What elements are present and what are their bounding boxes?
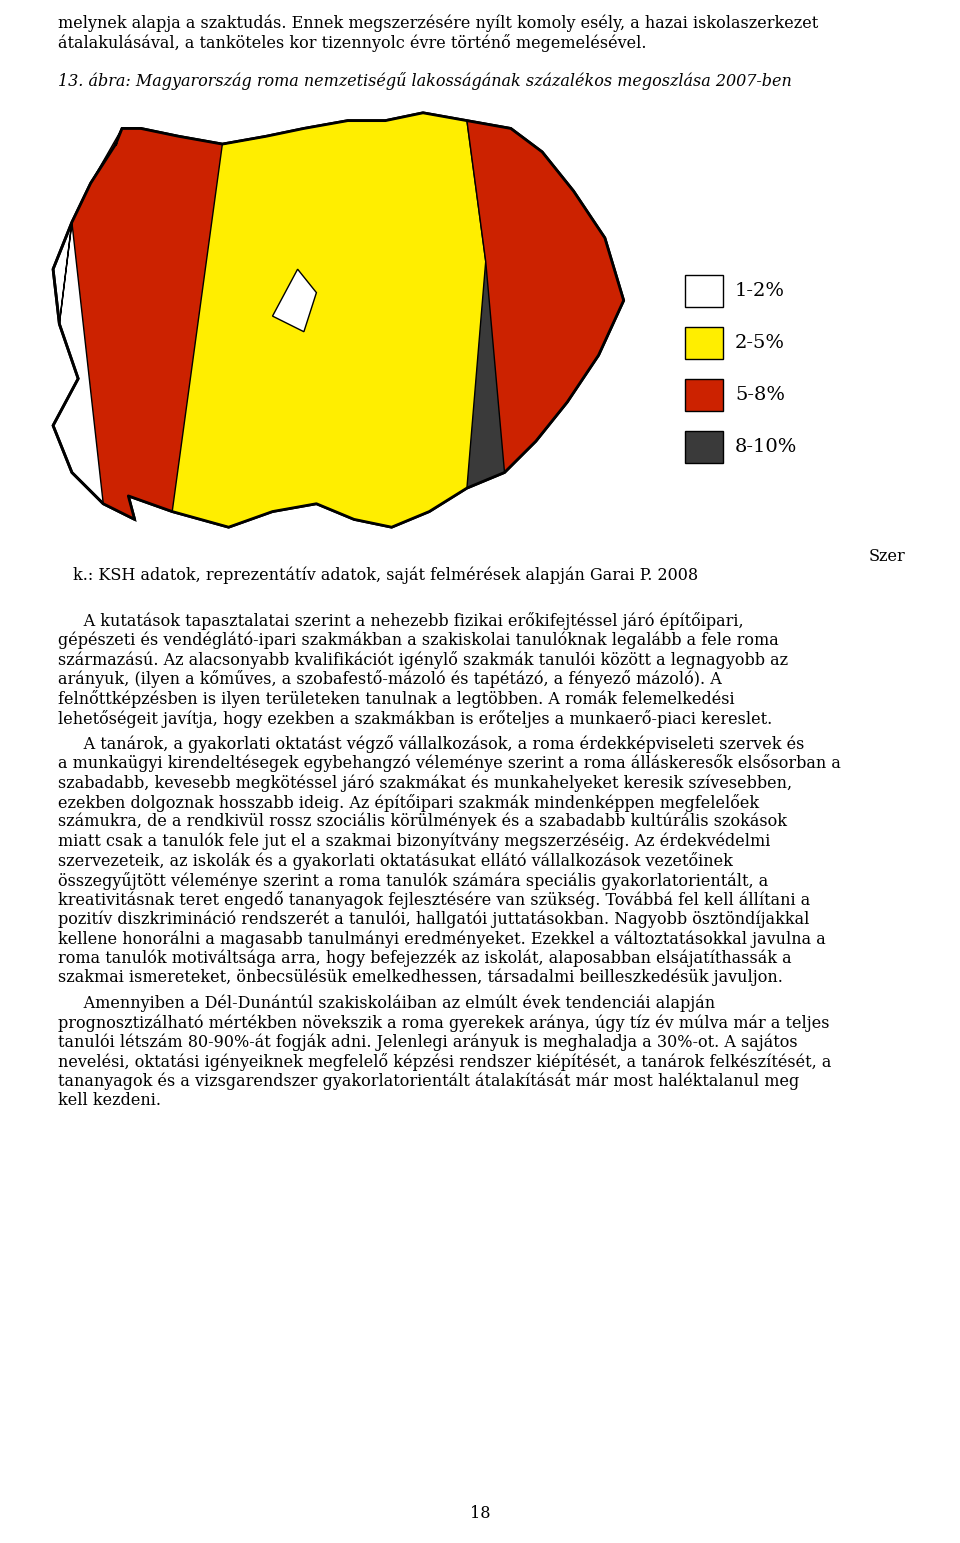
Text: prognosztizálható mértékben növekszik a roma gyerekek aránya, úgy tíz év múlva m: prognosztizálható mértékben növekszik a … [58,1014,829,1032]
Text: arányuk, (ilyen a kőműves, a szobafestő-mázoló és tapétázó, a fényező mázoló). A: arányuk, (ilyen a kőműves, a szobafestő-… [58,671,722,688]
Text: a munkaügyi kirendeltésegek egybehangzó véleménye szerint a roma álláskeresők el: a munkaügyi kirendeltésegek egybehangzó … [58,755,841,773]
Text: 8-10%: 8-10% [735,438,798,457]
Text: A kutatások tapasztalatai szerint a nehezebb fizikai erőkifejtéssel járó építőip: A kutatások tapasztalatai szerint a nehe… [58,613,744,630]
Polygon shape [60,128,266,520]
Text: 13. ábra: Magyarország roma nemzetiségű lakosságának százalékos megoszlása 2007-: 13. ábra: Magyarország roma nemzetiségű … [58,73,792,89]
Polygon shape [228,120,624,528]
Text: összegyűjtött véleménye szerint a roma tanulók számára speciális gyakorlatorient: összegyűjtött véleménye szerint a roma t… [58,872,768,889]
Text: 1-2%: 1-2% [735,282,785,299]
Text: Amennyiben a Dél-Dunántúl szakiskoláiban az elmúlt évek tendenciái alapján: Amennyiben a Dél-Dunántúl szakiskoláiban… [58,995,715,1012]
Text: roma tanulók motiváltsága arra, hogy befejezzék az iskolát, alaposabban elsájatí: roma tanulók motiváltsága arra, hogy bef… [58,949,792,967]
Text: szabadabb, kevesebb megkötéssel járó szakmákat és munkahelyeket keresik szíveseb: szabadabb, kevesebb megkötéssel járó sza… [58,775,792,792]
Text: ezekben dolgoznak hosszabb ideig. Az építőipari szakmák mindenképpen megfelelőek: ezekben dolgoznak hosszabb ideig. Az épí… [58,793,759,812]
Text: kell kezdeni.: kell kezdeni. [58,1092,161,1109]
Text: Szer: Szer [868,548,905,565]
Text: tanulói létszám 80-90%-át fogják adni. Jelenlegi arányuk is meghaladja a 30%-ot.: tanulói létszám 80-90%-át fogják adni. J… [58,1034,798,1051]
Text: k.: KSH adatok, reprezentátív adatok, saját felmérések alapján Garai P. 2008: k.: KSH adatok, reprezentátív adatok, sa… [73,566,698,583]
Text: 18: 18 [469,1504,491,1521]
Text: nevelési, oktatási igényeiknek megfelelő képzési rendszer kiépítését, a tanárok : nevelési, oktatási igényeiknek megfelelő… [58,1052,831,1071]
Text: számukra, de a rendkivül rossz szociális körülmények és a szabadabb kultúrális s: számukra, de a rendkivül rossz szociális… [58,813,787,830]
Text: A tanárok, a gyakorlati oktatást végző vállalkozások, a roma érdekképviseleti sz: A tanárok, a gyakorlati oktatást végző v… [58,734,804,753]
Text: 2-5%: 2-5% [735,333,785,352]
Text: lehetőségeit javítja, hogy ezekben a szakmákban is erőteljes a munkaerő-piaci ke: lehetőségeit javítja, hogy ezekben a sza… [58,710,772,727]
Text: átalakulásával, a tanköteles kor tizennyolc évre történő megemelésével.: átalakulásával, a tanköteles kor tizenny… [58,34,646,52]
FancyBboxPatch shape [685,380,723,410]
Text: pozitív diszkrimináció rendszerét a tanulói, hallgatói juttatásokban. Nagyobb ös: pozitív diszkrimináció rendszerét a tanu… [58,910,809,927]
Text: tananyagok és a vizsgarendszer gyakorlatorientált átalakítását már most haléktal: tananyagok és a vizsgarendszer gyakorlat… [58,1072,800,1089]
Text: szakmai ismereteket, önbecsülésük emelkedhessen, társadalmi beilleszkedésük javu: szakmai ismereteket, önbecsülésük emelke… [58,969,782,986]
FancyBboxPatch shape [685,275,723,307]
Text: miatt csak a tanulók fele jut el a szakmai bizonyítvány megszerzéséig. Az érdekv: miatt csak a tanulók fele jut el a szakm… [58,833,770,850]
Text: kreativitásnak teret engedő tananyagok fejlesztésére van szükség. Továbbá fel ke: kreativitásnak teret engedő tananyagok f… [58,890,810,909]
Polygon shape [467,120,624,472]
Polygon shape [273,268,317,332]
Text: felnőttképzésben is ilyen területeken tanulnak a legtöbben. A romák felemelkedés: felnőttképzésben is ilyen területeken ta… [58,690,734,708]
Text: gépészeti és vendéglátó-ipari szakmákban a szakiskolai tanulóknak legalább a fel: gépészeti és vendéglátó-ipari szakmákban… [58,631,779,650]
Polygon shape [53,113,624,528]
FancyBboxPatch shape [685,327,723,360]
Text: 5-8%: 5-8% [735,386,785,404]
Text: kellene honorálni a magasabb tanulmányi eredményeket. Ezekkel a változtatásokkal: kellene honorálni a magasabb tanulmányi … [58,930,826,947]
Polygon shape [141,113,486,528]
Text: melynek alapja a szaktudás. Ennek megszerzésére nyílt komoly esély, a hazai isko: melynek alapja a szaktudás. Ennek megsze… [58,15,818,32]
Text: szervezeteik, az iskolák és a gyakorlati oktatásukat ellátó vállalkozások vezető: szervezeteik, az iskolák és a gyakorlati… [58,852,732,870]
FancyBboxPatch shape [685,430,723,463]
Text: származású. Az alacsonyabb kvalifikációt igénylő szakmák tanulói között a legnag: származású. Az alacsonyabb kvalifikációt… [58,651,788,670]
